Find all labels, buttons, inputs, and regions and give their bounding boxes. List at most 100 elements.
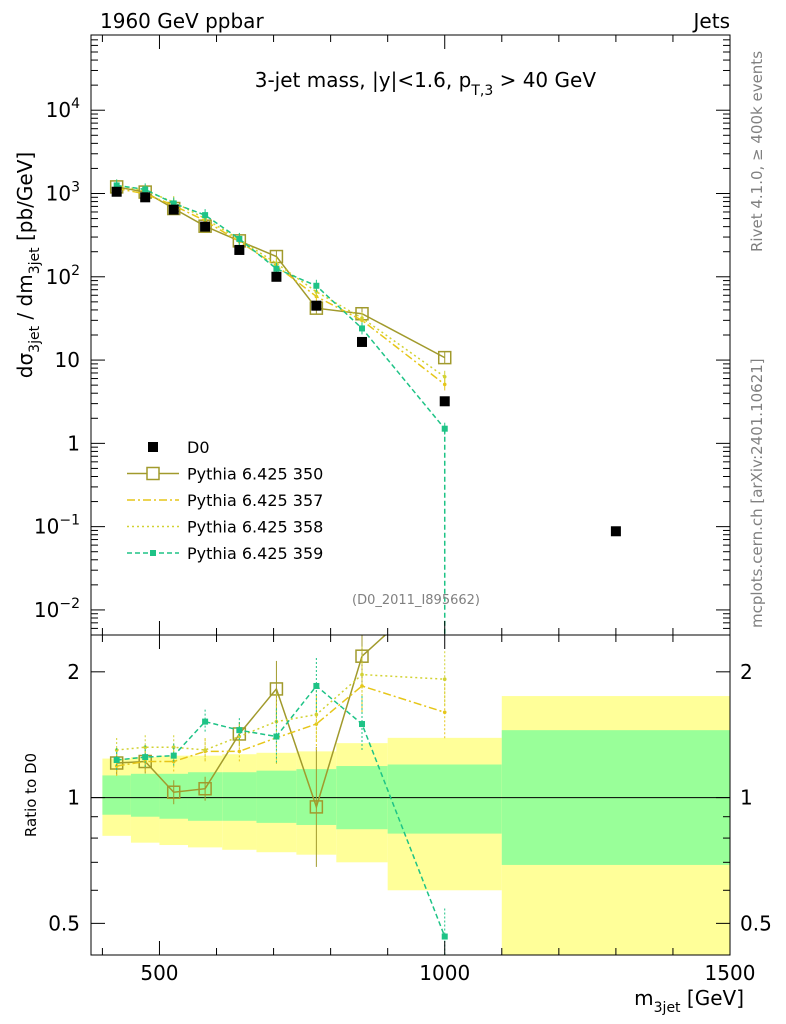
main-y-tick-label-base: 10 bbox=[34, 515, 59, 539]
point-p350 bbox=[437, 350, 452, 365]
ratio-y-tick-label-right: 1 bbox=[740, 786, 753, 810]
point-p358 bbox=[314, 290, 319, 294]
main-y-tick-label: 10−2 bbox=[34, 596, 80, 622]
main-y-tick-label-base: 10 bbox=[46, 265, 71, 289]
point-data bbox=[271, 271, 282, 282]
ratio-series-layer bbox=[109, 635, 448, 955]
x-tick-label: 1500 bbox=[705, 961, 756, 985]
ratio-point-p359 bbox=[142, 754, 149, 761]
point-data bbox=[610, 526, 621, 537]
y-axis-label-b: 3jet bbox=[27, 325, 43, 352]
x-axis-label-main: m bbox=[634, 986, 653, 1010]
x-axis-label-sub: 3jet bbox=[654, 1000, 681, 1016]
legend-label-data: D0 bbox=[187, 438, 210, 457]
ratio-point-p357 bbox=[442, 710, 447, 715]
y-axis-label-a: dσ bbox=[13, 353, 37, 379]
point-data bbox=[200, 221, 211, 232]
point-data bbox=[311, 300, 322, 311]
ratio-point-p359 bbox=[113, 757, 120, 764]
main-y-tick-label-exp: −2 bbox=[59, 596, 80, 612]
ratio-point-p350 bbox=[309, 800, 324, 814]
main-y-tick-label: 10−1 bbox=[34, 513, 80, 539]
main-y-tick-label-exp: 4 bbox=[71, 96, 80, 112]
main-y-tick-label: 104 bbox=[46, 96, 80, 122]
main-y-tick-label-exp: 3 bbox=[71, 180, 80, 196]
main-y-tick-label: 103 bbox=[46, 180, 80, 206]
point-data bbox=[111, 186, 122, 197]
band-green bbox=[222, 772, 257, 821]
band-green bbox=[102, 775, 131, 815]
ratio-point-p358 bbox=[360, 672, 364, 677]
point-data bbox=[168, 204, 179, 215]
main-y-tick-label-base: 10 bbox=[55, 348, 80, 372]
point-p358 bbox=[442, 374, 447, 379]
ratio-point-p357 bbox=[360, 684, 364, 688]
point-data bbox=[357, 336, 368, 347]
ratio-point-p358 bbox=[203, 748, 207, 752]
legend: D0 Pythia 6.425 350 Pythia 6.425 357 Pythia… bbox=[127, 438, 323, 563]
header-left: 1960 GeV ppbar bbox=[100, 9, 264, 33]
point-p357 bbox=[442, 382, 447, 387]
legend-marker-p359 bbox=[150, 550, 156, 556]
band-green bbox=[256, 770, 297, 823]
main-series-layer bbox=[109, 179, 621, 635]
point-p359 bbox=[313, 282, 320, 289]
main-y-tick-label-base: 10 bbox=[34, 598, 59, 622]
main-y-tick-label-base: 10 bbox=[46, 98, 71, 122]
y-axis-label-e: [pb/GeV] bbox=[13, 152, 37, 248]
ratio-point-p350 bbox=[166, 785, 181, 799]
plot-title-sub: T,3 bbox=[470, 83, 493, 99]
ratio-point-p350 bbox=[198, 781, 212, 796]
analysis-id: (D0_2011_I895662) bbox=[352, 593, 480, 608]
ratio-point-p358 bbox=[442, 677, 447, 682]
plot-title-main: 3-jet mass, |y|<1.6, p bbox=[255, 68, 472, 92]
ratio-point-p359 bbox=[273, 733, 280, 740]
x-axis-label: m3jet [GeV] bbox=[634, 986, 744, 1016]
legend-label-p359: Pythia 6.425 359 bbox=[187, 544, 323, 563]
ratio-y-axis-label: Ratio to D0 bbox=[22, 753, 40, 837]
ratio-point-p359 bbox=[236, 727, 243, 734]
main-y-tick-label-exp: 2 bbox=[71, 263, 80, 279]
point-p359 bbox=[359, 325, 366, 332]
x-tick-label: 1000 bbox=[419, 961, 470, 985]
point-data bbox=[234, 244, 245, 255]
point-p359 bbox=[170, 200, 177, 207]
ratio-point-p358 bbox=[314, 712, 319, 717]
ratio-series-clipped bbox=[109, 635, 448, 955]
band-green bbox=[387, 764, 502, 834]
legend-label-p358: Pythia 6.425 358 bbox=[187, 518, 323, 537]
series-line-p357 bbox=[116, 187, 446, 385]
ratio-point-p359 bbox=[359, 721, 366, 728]
side-text-bottom: mcplots.cern.ch [arXiv:2401.10621] bbox=[748, 358, 766, 628]
ratio-point-p359 bbox=[313, 682, 320, 689]
ratio-y-tick-label-right: 2 bbox=[740, 660, 753, 684]
ratio-point-p359 bbox=[170, 752, 177, 759]
ratio-point-p359 bbox=[441, 933, 448, 940]
legend-label-p350: Pythia 6.425 350 bbox=[187, 465, 323, 484]
main-y-tick-label-base: 1 bbox=[67, 431, 80, 455]
main-y-tick-label-exp: −1 bbox=[59, 513, 80, 529]
ratio-y-tick-label-left: 0.5 bbox=[48, 911, 80, 935]
legend-label-p357: Pythia 6.425 357 bbox=[187, 491, 323, 510]
point-p359 bbox=[113, 182, 120, 189]
point-p358 bbox=[360, 316, 364, 320]
y-axis-label-c: / dm bbox=[13, 274, 37, 326]
legend-marker-p350 bbox=[146, 466, 160, 481]
series-line-p359 bbox=[116, 184, 446, 430]
point-p359 bbox=[273, 265, 280, 272]
plot-title: 3-jet mass, |y|<1.6, pT,3 > 40 GeV bbox=[255, 68, 597, 99]
point-p359 bbox=[142, 186, 149, 193]
main-y-tick-label: 1 bbox=[67, 431, 80, 455]
point-p359 bbox=[236, 235, 243, 242]
ratio-point-p358 bbox=[143, 745, 148, 750]
ratio-y-tick-label-right: 0.5 bbox=[740, 911, 772, 935]
ratio-y-tick-label-left: 1 bbox=[67, 786, 80, 810]
point-data bbox=[140, 192, 151, 203]
ratio-point-p357 bbox=[237, 749, 242, 754]
point-data bbox=[439, 396, 450, 407]
ratio-axis-ticks: 500 1000 1500 0.5 0.5 1 1 2 2 bbox=[48, 635, 772, 985]
side-text-top: Rivet 4.1.0, ≥ 400k events bbox=[748, 51, 766, 252]
main-y-tick-label-base: 10 bbox=[46, 182, 71, 206]
